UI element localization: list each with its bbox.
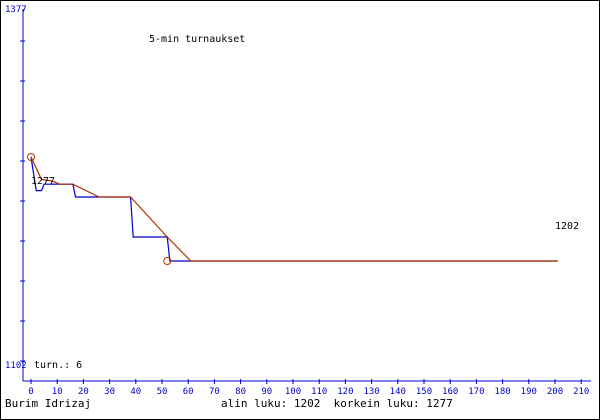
x-tick-label: 70 [209, 387, 220, 397]
x-tick-label: 130 [363, 387, 379, 397]
stats-summary: alin luku: 1202 korkein luku: 1277 [221, 397, 453, 410]
x-tick-label: 150 [416, 387, 432, 397]
rating-series-line [30, 156, 558, 262]
x-tick-label: 90 [261, 387, 272, 397]
chart-title: 5-min turnaukset [149, 34, 245, 45]
x-tick-label: 180 [494, 387, 510, 397]
value-annotation: 1277 [31, 176, 55, 187]
x-tick-label: 160 [442, 387, 458, 397]
x-tick-label: 140 [390, 387, 406, 397]
trend-series-line [30, 156, 558, 262]
data-point-marker [163, 257, 172, 265]
x-tick-label: 30 [104, 387, 115, 397]
x-tick-label: 20 [78, 387, 89, 397]
x-tick-label: 170 [468, 387, 484, 397]
y-min-label: 1102 [5, 361, 27, 371]
x-tick-label: 190 [521, 387, 537, 397]
data-point-marker [27, 153, 35, 161]
x-tick-label: 50 [157, 387, 168, 397]
x-tick-label: 0 [28, 387, 33, 397]
player-name: Burim Idrizaj [5, 397, 92, 410]
turns-count-label: turn.: 6 [34, 360, 82, 371]
x-tick-label: 120 [337, 387, 353, 397]
y-max-label: 1377 [5, 5, 27, 15]
x-tick-label: 210 [573, 387, 589, 397]
x-tick-label: 60 [183, 387, 194, 397]
x-tick-label: 110 [311, 387, 327, 397]
x-tick-label: 80 [235, 387, 246, 397]
x-tick-label: 100 [285, 387, 301, 397]
x-tick-label: 40 [130, 387, 141, 397]
x-tick-label: 200 [547, 387, 563, 397]
value-annotation: 1202 [555, 221, 579, 232]
x-tick-label: 10 [52, 387, 63, 397]
